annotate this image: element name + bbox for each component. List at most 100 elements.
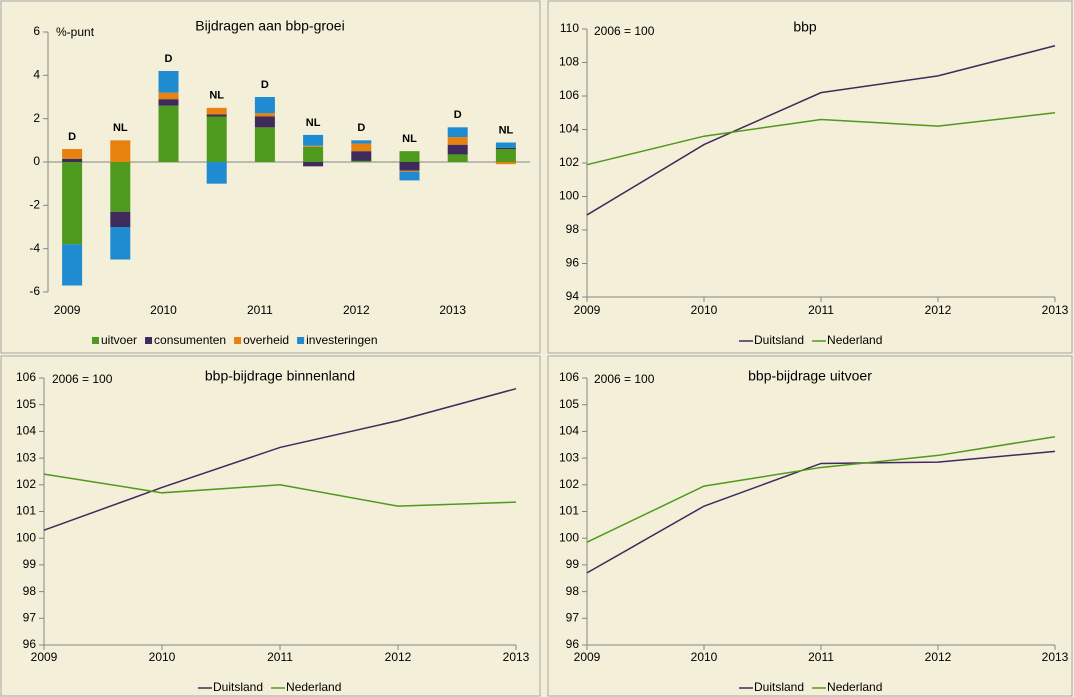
y-tick-label: 103 [559, 450, 579, 464]
bar-label: NL [209, 90, 224, 102]
panel-frame [0, 0, 541, 354]
bar-segment [399, 162, 420, 171]
legend-swatch [297, 337, 305, 344]
bar-segment [495, 142, 516, 148]
x-tick-label: 2011 [247, 303, 273, 317]
legend-label: uitvoer [101, 333, 137, 347]
bar-segment [254, 97, 275, 114]
legend-label: Nederland [286, 680, 341, 694]
bar-segment [447, 154, 468, 162]
y-tick-label: 0 [33, 154, 40, 168]
bar-segment [206, 114, 227, 117]
bar-segment [254, 113, 275, 117]
bar-segment [158, 105, 179, 162]
y-tick-label: -4 [29, 241, 40, 255]
x-tick-label: 2009 [574, 650, 601, 664]
bar-label: D [165, 53, 173, 65]
y-tick-label: 100 [559, 189, 579, 203]
legend-label: Nederland [827, 333, 882, 347]
x-tick-label: 2011 [808, 650, 834, 664]
y-tick-label: 101 [16, 504, 36, 518]
bar-segment [447, 144, 468, 155]
x-tick-label: 2010 [150, 303, 177, 317]
x-tick-label: 2012 [343, 303, 370, 317]
bar-segment [447, 127, 468, 138]
legend-label: Nederland [827, 680, 882, 694]
bar-segment [62, 244, 83, 286]
bar-segment [303, 162, 324, 167]
y-tick-label: 106 [559, 370, 579, 384]
x-tick-label: 2009 [54, 303, 81, 317]
y-tick-label: 110 [560, 21, 579, 35]
bar-segment [158, 71, 179, 93]
bar-label: D [68, 131, 76, 143]
chart-title: bbp-bijdrage binnenland [205, 368, 355, 384]
y-tick-label: 96 [566, 256, 580, 270]
y-tick-label: 105 [16, 397, 36, 411]
bar-segment [206, 162, 227, 184]
x-tick-label: 2010 [691, 650, 718, 664]
y-tick-label: 96 [566, 637, 580, 651]
y-tick-label: 106 [559, 88, 579, 102]
bar-segment [110, 162, 131, 212]
y-tick-label: 96 [23, 637, 37, 651]
panel-frame [547, 0, 1073, 354]
y-tick-label: 6 [33, 24, 40, 38]
y-tick-label: 94 [566, 289, 580, 303]
y-tick-label: -6 [29, 284, 40, 298]
y-tick-label: 99 [23, 557, 37, 571]
chart-title: Bijdragen aan bbp-groei [195, 18, 344, 34]
y-tick-label: 97 [23, 610, 37, 624]
panel-frame [547, 355, 1073, 697]
y-tick-label: 100 [16, 530, 36, 544]
y-tick-label: 102 [559, 155, 579, 169]
line-series [43, 387, 517, 531]
annotation: 2006 = 100 [594, 372, 655, 386]
chart-title: bbp [793, 19, 817, 35]
line-series [586, 45, 1056, 216]
y-tick-label: 102 [16, 477, 36, 491]
bar-segment [495, 147, 516, 149]
x-tick-label: 2012 [925, 650, 952, 664]
x-tick-label: 2010 [149, 650, 176, 664]
y-tick-label: 100 [559, 530, 579, 544]
bar-segment [495, 149, 516, 162]
y-tick-label: 104 [16, 424, 36, 438]
y-tick-label: 2 [33, 111, 40, 125]
bar-segment [62, 149, 83, 159]
chart-title: bbp-bijdrage uitvoer [748, 368, 872, 384]
x-tick-label: 2009 [31, 650, 58, 664]
bar-segment [399, 170, 420, 172]
x-tick-label: 2010 [691, 303, 718, 317]
x-tick-label: 2013 [439, 303, 466, 317]
legend-label: Duitsland [213, 680, 263, 694]
bar-segment [254, 127, 275, 162]
bar-segment [351, 160, 372, 162]
y-tick-label: 104 [559, 424, 579, 438]
bar-segment [254, 116, 275, 128]
y-tick-label: 105 [559, 397, 579, 411]
x-tick-label: 2011 [267, 650, 293, 664]
y-tick-label: 98 [23, 584, 37, 598]
y-tick-label: 99 [566, 557, 580, 571]
bar-segment [303, 145, 324, 147]
bar-segment [351, 140, 372, 144]
y-tick-label: 98 [566, 584, 580, 598]
bar-segment [206, 116, 227, 162]
bar-label: NL [113, 122, 128, 134]
bar-segment [206, 107, 227, 115]
y-tick-label: 104 [559, 122, 579, 136]
bar-segment [158, 92, 179, 100]
legend-label: consumenten [154, 333, 226, 347]
bar-segment [399, 171, 420, 181]
line-series [43, 473, 517, 507]
y-tick-label: 4 [33, 68, 40, 82]
x-tick-label: 2012 [385, 650, 412, 664]
bar-segment [62, 162, 83, 245]
bar-label: NL [306, 117, 321, 129]
bar-segment [110, 227, 131, 260]
bar-label: D [357, 122, 365, 134]
x-tick-label: 2012 [925, 303, 952, 317]
x-tick-label: 2011 [808, 303, 834, 317]
